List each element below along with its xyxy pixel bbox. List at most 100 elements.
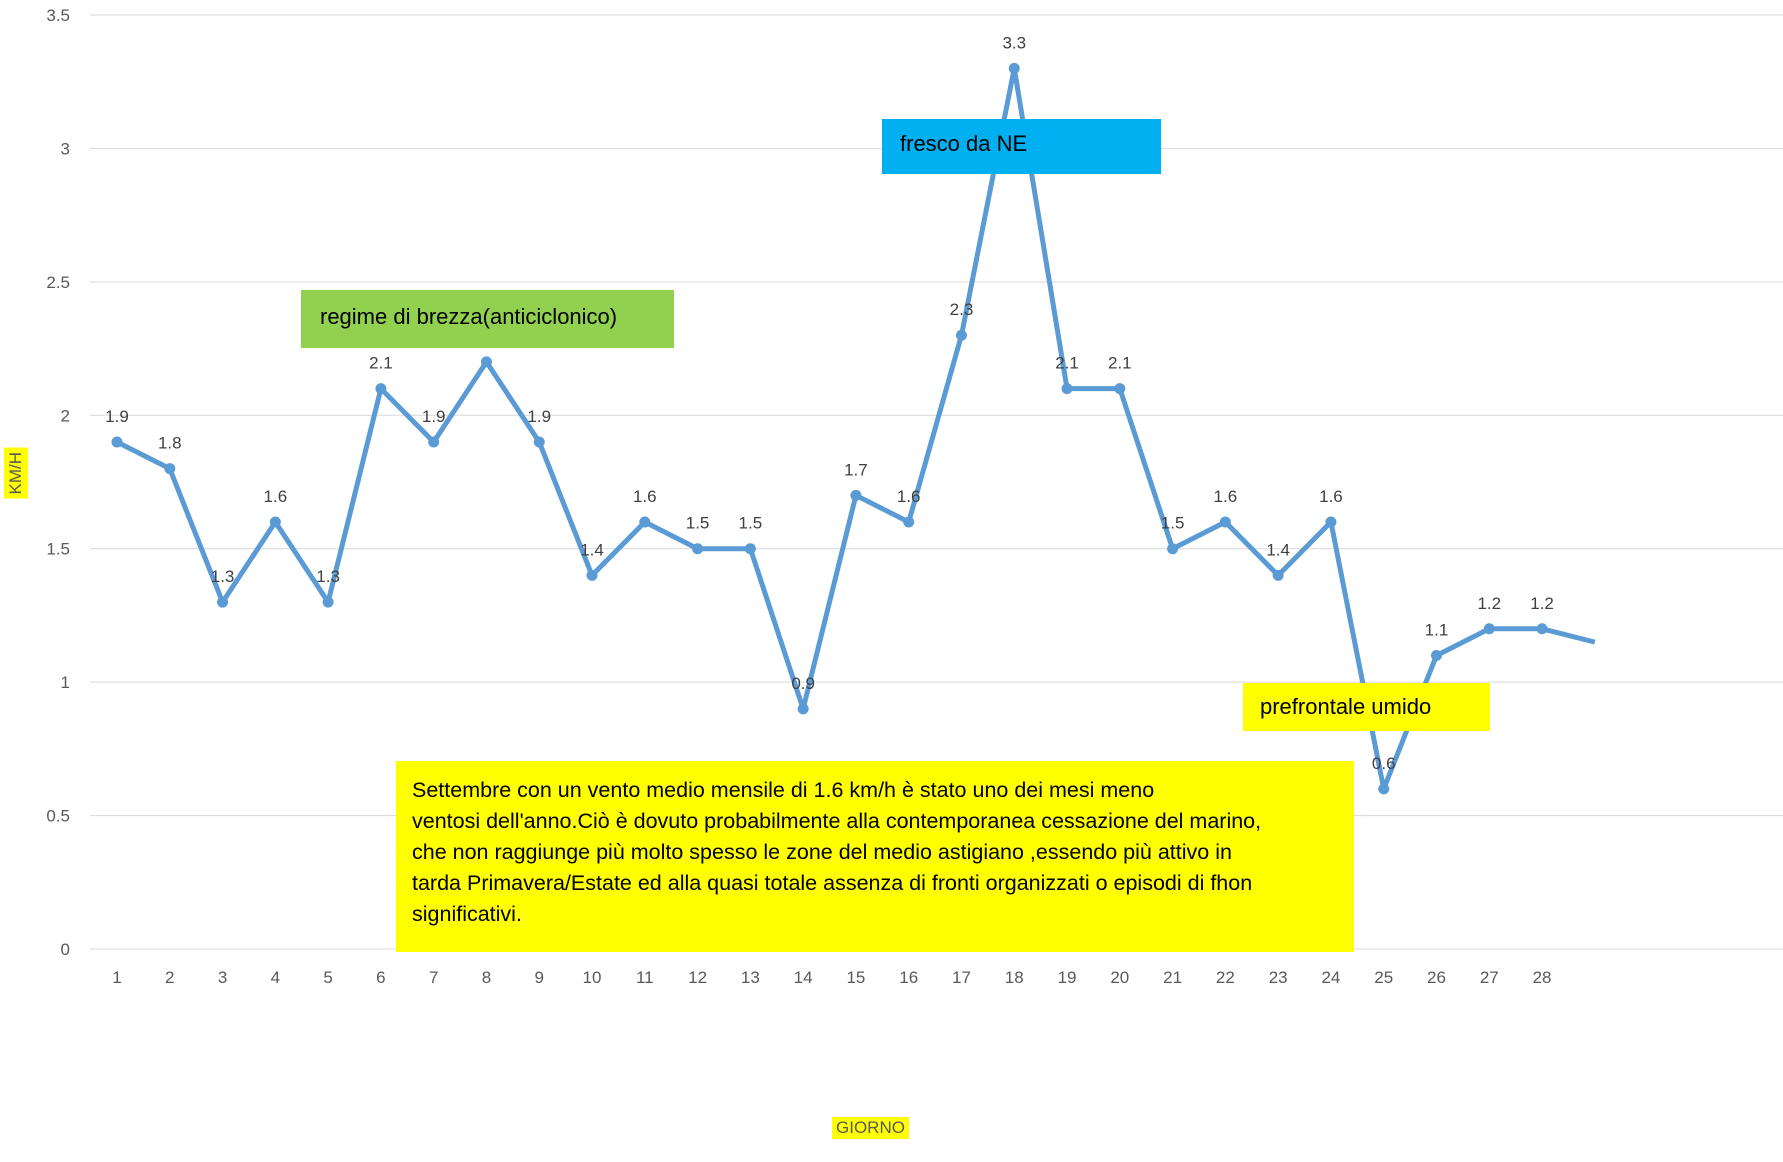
data-point [850,489,862,501]
y-tick-label: 1.5 [46,540,70,559]
y-axis-ticks: 0 0.5 1 1.5 2 2.5 3 3.5 [46,6,70,959]
y-tick-label: 0.5 [46,807,70,826]
x-tick-label: 11 [636,968,654,987]
data-point [1114,383,1126,395]
data-label: 1.9 [527,407,551,426]
x-tick-label: 4 [271,968,280,987]
data-label: 1.5 [686,514,710,533]
y-tick-label: 3 [61,139,70,158]
data-point [1325,516,1337,528]
data-label: 1.5 [1161,514,1185,533]
data-label: 1.8 [158,434,182,453]
data-point [217,596,229,608]
data-label: 1.6 [633,487,657,506]
x-tick-label: 2 [165,968,174,987]
data-label: 1.2 [1477,594,1501,613]
x-tick-label: 22 [1216,968,1235,987]
x-tick-label: 28 [1533,968,1552,987]
series-line-layer [111,62,1596,795]
x-tick-label: 19 [1058,968,1077,987]
x-tick-label: 12 [688,968,707,987]
x-tick-label: 27 [1480,968,1499,987]
x-tick-label: 14 [794,968,813,987]
x-tick-label: 8 [482,968,491,987]
data-label: 1.3 [316,567,340,586]
x-tick-label: 23 [1269,968,1288,987]
y-tick-label: 2 [61,406,70,425]
data-label: 0.9 [791,674,815,693]
note-line-5: significativi. [412,902,522,926]
x-tick-label: 21 [1163,968,1182,987]
x-tick-label: 3 [218,968,227,987]
data-point [480,356,492,368]
data-point [375,383,387,395]
data-label: 1.1 [1425,620,1449,639]
data-point [1167,543,1179,555]
data-label: 1.6 [264,487,288,506]
data-point [903,516,915,528]
data-label: 2.1 [1055,354,1079,373]
x-axis-title: GIORNO [832,1117,909,1139]
data-point [639,516,651,528]
data-point [797,703,809,715]
data-label: 3.3 [1002,33,1026,52]
data-point [428,436,440,448]
x-axis-ticks: 1 2 3 4 5 6 7 8 9 10 11 12 13 14 15 16 17 18 19 20 21 22 23 24 2… [112,968,1551,987]
data-label: 1.2 [1530,594,1554,613]
note-line-1: Settembre con un vento medio mensile di … [412,778,1155,802]
annotation-brezza: regime di brezza(anticiclonico) [301,290,674,348]
data-point [1272,569,1284,581]
x-tick-label: 6 [376,968,385,987]
x-tick-label: 5 [323,968,332,987]
annotation-summary-note: Settembre con un vento medio mensile di … [396,761,1354,952]
data-point [164,463,176,475]
data-point [1061,383,1073,395]
data-point [533,436,545,448]
data-label: 2.1 [1108,354,1132,373]
data-label: 1.5 [739,514,763,533]
y-tick-label: 0 [61,940,70,959]
data-point [111,436,123,448]
annotation-prefrontale: prefrontale umido [1243,683,1490,731]
data-point [692,543,704,555]
data-label: 1.4 [1266,540,1290,559]
data-label: 1.9 [105,407,129,426]
x-tick-label: 9 [535,968,544,987]
x-tick-label: 13 [741,968,760,987]
x-tick-label: 20 [1110,968,1129,987]
x-tick-label: 25 [1374,968,1393,987]
data-label: 1.9 [422,407,446,426]
x-tick-label: 18 [1005,968,1024,987]
data-point [1008,62,1020,74]
data-label: 0.6 [1372,754,1396,773]
x-tick-label: 26 [1427,968,1446,987]
x-tick-label: 24 [1321,968,1340,987]
data-point [1378,783,1390,795]
x-tick-label: 10 [583,968,602,987]
x-tick-label: 15 [846,968,865,987]
data-point [322,596,334,608]
y-tick-label: 2.5 [46,273,70,292]
data-point [586,569,598,581]
data-label: 1.7 [844,460,868,479]
x-tick-label: 1 [112,968,121,987]
data-point [269,516,281,528]
y-axis-title: KM/H [4,448,28,499]
data-label: 1.3 [211,567,235,586]
annotation-fresco: fresco da NE [882,119,1161,174]
data-label: 1.6 [897,487,921,506]
data-point [1483,623,1495,635]
data-point [744,543,756,555]
x-tick-label: 7 [429,968,438,987]
data-point [1219,516,1231,528]
note-line-3: che non raggiunge più molto spesso le zo… [412,840,1232,864]
y-tick-label: 3.5 [46,6,70,25]
x-tick-label: 17 [952,968,971,987]
data-label: 2.1 [369,354,393,373]
data-label: 2.3 [950,300,974,319]
series-line [115,65,1596,792]
data-point [955,329,967,341]
data-label: 1.4 [580,540,604,559]
data-point [1536,623,1548,635]
